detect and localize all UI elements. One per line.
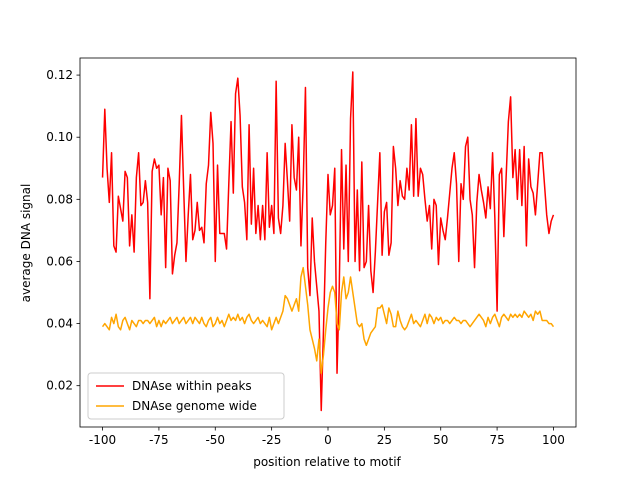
x-tick-label: -75 — [149, 433, 169, 447]
y-axis-label: average DNA signal — [19, 184, 33, 303]
data-line — [101, 266, 555, 375]
y-tick-label: 0.08 — [46, 192, 73, 206]
y-tick-label: 0.02 — [46, 379, 73, 393]
plot-frame — [79, 57, 577, 428]
legend-label: DNAse genome wide — [132, 399, 257, 413]
x-tick-label: 25 — [377, 433, 392, 447]
data-line — [101, 71, 555, 412]
x-tick-label: 75 — [489, 433, 504, 447]
x-tick-label: -25 — [262, 433, 282, 447]
x-tick-label: -50 — [205, 433, 225, 447]
x-tick-label: 50 — [433, 433, 448, 447]
x-tick-label: 100 — [542, 433, 565, 447]
y-tick-label: 0.10 — [46, 130, 73, 144]
y-tick-label: 0.12 — [46, 68, 73, 82]
y-tick-label: 0.04 — [46, 317, 73, 331]
legend-box — [87, 372, 285, 420]
x-tick-label: 0 — [324, 433, 332, 447]
x-tick-label: -100 — [89, 433, 116, 447]
y-tick-label: 0.06 — [46, 254, 73, 268]
x-axis-label: position relative to motif — [253, 455, 401, 469]
legend-label: DNAse within peaks — [132, 379, 252, 393]
